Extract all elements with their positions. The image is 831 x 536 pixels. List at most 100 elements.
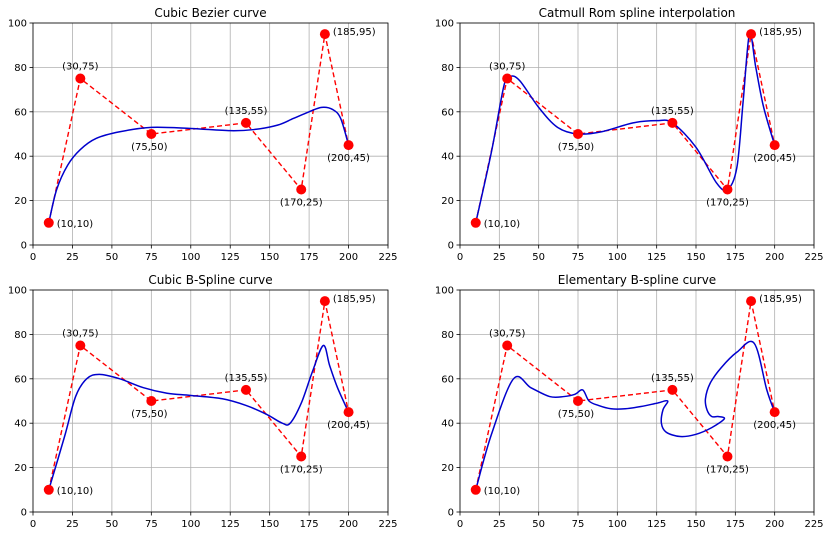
x-tick-label: 150: [260, 252, 279, 263]
x-tick-label: 75: [145, 519, 158, 530]
control-point-label: (10,10): [57, 486, 94, 497]
x-tick-label: 75: [145, 252, 158, 263]
axes-frame: [32, 289, 389, 513]
control-point-label: (200,45): [327, 420, 370, 431]
x-tick-label: 175: [726, 252, 745, 263]
y-tick-label: 100: [435, 19, 454, 30]
control-point-label: (135,55): [225, 373, 268, 384]
y-tick-label: 60: [441, 107, 454, 118]
control-point-label: (200,45): [753, 153, 796, 164]
y-tick-label: 0: [21, 241, 27, 252]
x-tick-label: 100: [181, 519, 200, 530]
control-point-label: (200,45): [753, 420, 796, 431]
control-point-label: (75,50): [558, 409, 595, 420]
y-tick-label: 0: [448, 241, 454, 252]
control-point: [319, 296, 330, 307]
subplot-cubic-b-spline: 0 25 50 75 100 125 150 175 200 225 0 20 40 60 80 100 Cub…: [8, 273, 398, 530]
y-tick-label: 40: [14, 419, 27, 430]
x-tick-label: 75: [572, 252, 585, 263]
control-point-label: (170,25): [706, 465, 749, 476]
control-point-label: (10,10): [57, 219, 94, 230]
control-point-label: (75,50): [131, 409, 168, 420]
x-tick-label: 25: [493, 519, 506, 530]
control-point-label: (75,50): [558, 142, 595, 153]
control-point: [75, 340, 86, 351]
axes-frame: [32, 22, 389, 246]
x-tick-label: 225: [804, 519, 823, 530]
x-tick-label: 125: [647, 252, 666, 263]
control-point: [722, 184, 733, 195]
x-tick-label: 200: [765, 252, 784, 263]
control-point-label: (30,75): [62, 62, 99, 73]
control-point: [146, 129, 157, 139]
control-point: [769, 140, 780, 151]
x-tick-label: 125: [647, 519, 666, 530]
y-tick-label: 80: [441, 63, 454, 74]
y-tick-label: 60: [14, 107, 27, 118]
y-tick-label: 40: [441, 152, 454, 163]
control-point-label: (10,10): [484, 219, 521, 230]
x-tick-label: 175: [300, 252, 319, 263]
control-point: [43, 217, 54, 228]
x-tick-label: 25: [66, 252, 79, 263]
spline-curve: [48, 344, 350, 491]
control-point-label: (170,25): [706, 198, 749, 209]
x-tick-label: 150: [260, 519, 279, 530]
y-tick-label: 60: [441, 374, 454, 385]
control-point-label: (170,25): [280, 465, 323, 476]
x-tick-label: 50: [106, 252, 119, 263]
x-tick-label: 100: [608, 519, 627, 530]
control-point: [746, 29, 757, 40]
x-tick-label: 225: [378, 519, 397, 530]
control-point-label: (30,75): [489, 329, 526, 340]
control-point: [75, 73, 86, 84]
x-tick-label: 175: [300, 519, 319, 530]
control-point-label: (185,95): [333, 294, 376, 305]
y-tick-label: 0: [21, 508, 27, 519]
x-tick-label: 50: [532, 252, 545, 263]
x-tick-label: 50: [106, 519, 119, 530]
y-tick-label: 0: [448, 508, 454, 519]
control-point-label: (135,55): [651, 373, 694, 384]
y-tick-label: 20: [441, 196, 454, 207]
chart-title: Cubic B-Spline curve: [148, 273, 272, 287]
chart-title: Catmull Rom spline interpolation: [539, 6, 736, 20]
x-tick-label: 225: [804, 252, 823, 263]
x-tick-label: 125: [221, 519, 240, 530]
spline-curve: [475, 340, 776, 491]
chart-title: Elementary B-spline curve: [558, 273, 716, 287]
y-tick-label: 40: [14, 152, 27, 163]
x-tick-label: 0: [457, 252, 463, 263]
y-tick-label: 100: [8, 19, 27, 30]
control-point: [502, 73, 513, 84]
control-point-label: (75,50): [131, 142, 168, 153]
control-point: [502, 340, 513, 351]
x-tick-label: 50: [532, 519, 545, 530]
y-tick-label: 20: [441, 463, 454, 474]
x-tick-label: 175: [726, 519, 745, 530]
spline-curve: [48, 106, 350, 223]
y-tick-label: 100: [8, 286, 27, 297]
x-tick-label: 75: [572, 519, 585, 530]
control-point: [296, 451, 307, 462]
x-tick-label: 200: [765, 519, 784, 530]
x-tick-label: 200: [339, 252, 358, 263]
axes-frame: [459, 22, 815, 246]
control-point-label: (30,75): [489, 62, 526, 73]
control-point: [769, 407, 780, 418]
control-point-label: (10,10): [484, 486, 521, 497]
control-point-label: (185,95): [333, 27, 376, 38]
control-point: [43, 484, 54, 495]
subplot-cubic-bezier: 0 25 50 75 100 125 150 175 200 225 0 20 40 60 80 100 Cub…: [8, 6, 398, 263]
control-point-label: (170,25): [280, 198, 323, 209]
y-tick-label: 20: [14, 196, 27, 207]
control-point: [343, 140, 354, 151]
x-tick-label: 150: [686, 252, 705, 263]
x-tick-label: 150: [686, 519, 705, 530]
x-tick-label: 100: [608, 252, 627, 263]
x-tick-label: 25: [493, 252, 506, 263]
x-tick-label: 225: [378, 252, 397, 263]
y-tick-label: 80: [441, 330, 454, 341]
control-point: [296, 184, 307, 195]
